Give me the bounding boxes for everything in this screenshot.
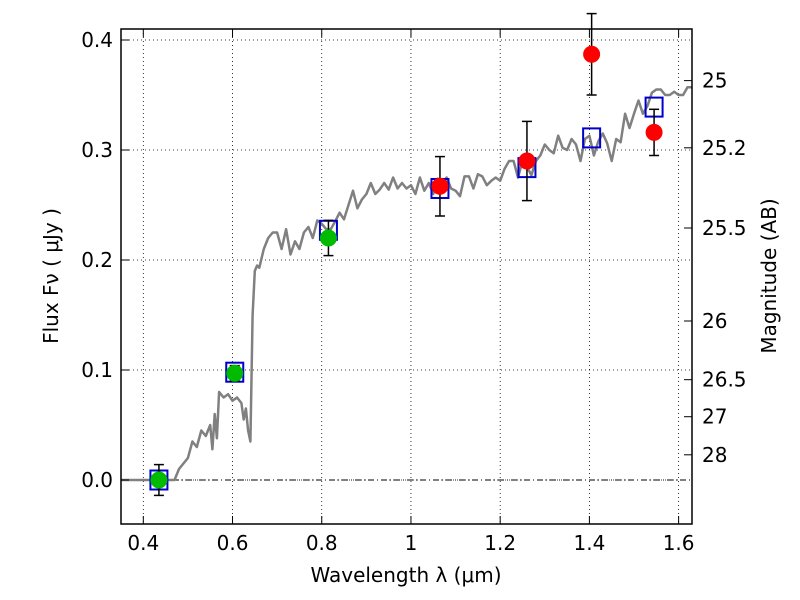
x-tick-label: 1 (405, 531, 418, 555)
right-tick-label: 25.5 (702, 216, 747, 240)
right-tick-label: 25.2 (702, 136, 747, 160)
observed-flux-point (319, 229, 337, 247)
right-tick-label: 28 (702, 443, 727, 467)
y-tick-label: 0.2 (81, 248, 113, 272)
observed-flux-point (431, 177, 449, 195)
x-tick-label: 0.6 (217, 531, 249, 555)
right-axis-label: Magnitude (AB) (757, 198, 781, 353)
right-tick-label: 27 (702, 405, 727, 429)
plot-frame (120, 28, 693, 525)
x-tick-label: 0.8 (306, 531, 338, 555)
right-tick-label: 26 (702, 309, 727, 333)
y-tick-label: 0.3 (81, 138, 113, 162)
x-axis-label: Wavelength λ (μm) (310, 563, 501, 587)
observed-flux-point (518, 152, 536, 170)
y-tick-label: 0.4 (81, 28, 113, 52)
right-tick-label: 25 (702, 69, 727, 93)
x-tick-label: 1.4 (573, 531, 605, 555)
observed-flux-point (645, 123, 663, 141)
y-axis-label: Flux Fν ( μJy ) (39, 208, 63, 344)
x-tick-label: 0.4 (127, 531, 159, 555)
model-flux-square (582, 127, 602, 149)
observed-flux-point (583, 45, 601, 63)
y-tick-label: 0.0 (81, 468, 113, 492)
observed-flux-point (150, 471, 168, 489)
plot-series (121, 12, 692, 497)
observed-flux-point (226, 364, 244, 382)
grid (121, 29, 692, 524)
x-tick-label: 1.6 (663, 531, 695, 555)
right-tick-label: 26.5 (702, 368, 747, 392)
y-tick-label: 0.1 (81, 358, 113, 382)
x-tick-label: 1.2 (484, 531, 516, 555)
axis-ticks: 0.4 0.6 0.8 1 1.2 1.4 1.6 0.0 0.1 0.2 0.3 0.4 25 25.2… (81, 28, 746, 555)
